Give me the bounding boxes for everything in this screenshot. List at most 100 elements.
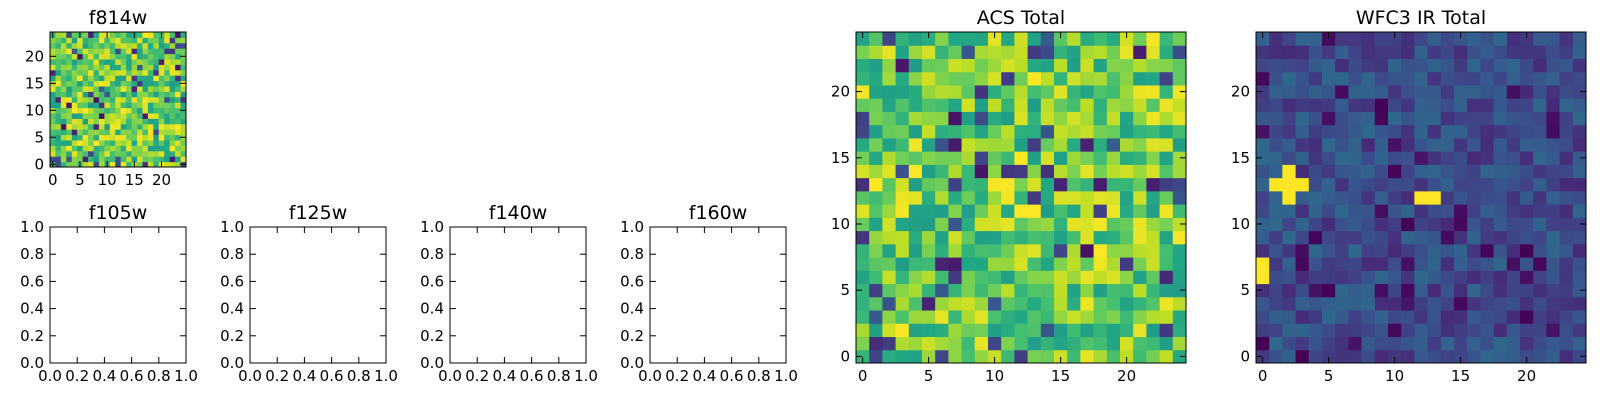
heatmap-cell (1269, 84, 1283, 99)
heatmap-cell (1322, 45, 1336, 59)
heatmap-cell (164, 32, 171, 38)
heatmap-cell (147, 107, 154, 114)
heatmap-cell (1282, 84, 1297, 99)
heatmap-cell (60, 86, 67, 92)
heatmap-cell (55, 150, 62, 157)
heatmap-cell (1027, 151, 1042, 165)
heatmap-cell (935, 323, 949, 338)
heatmap-cell (1295, 124, 1310, 139)
heatmap-cell (77, 123, 84, 130)
x-tick-label: 0.0 (238, 367, 262, 385)
heatmap-cell (1348, 217, 1363, 232)
heatmap-cell (1559, 257, 1574, 271)
heatmap-cell (1493, 243, 1508, 258)
heatmap-cell (1014, 177, 1029, 192)
heatmap-cell (98, 134, 105, 141)
heatmap-cell (1348, 230, 1363, 245)
heatmap-cell (1506, 190, 1521, 205)
heatmap-cell (1146, 84, 1161, 99)
heatmap-cell (109, 75, 116, 82)
heatmap-cell (93, 134, 100, 141)
heatmap-cell (158, 53, 165, 60)
heatmap-cell (1256, 137, 1270, 152)
heatmap-cell (908, 111, 923, 126)
heatmap-cell (1480, 230, 1495, 245)
heatmap-cell (1067, 190, 1081, 205)
heatmap-cell (988, 151, 1002, 165)
heatmap-cell (55, 140, 62, 146)
heatmap-cell (109, 91, 116, 98)
heatmap-cell (1014, 151, 1029, 165)
heatmap-cell (1093, 177, 1108, 192)
y-tick-label: 20 (1231, 83, 1250, 101)
heatmap-cell (895, 336, 910, 351)
heatmap-cell (1414, 151, 1429, 165)
heatmap-cell (882, 336, 897, 351)
heatmap-cell (1080, 217, 1095, 232)
heatmap-cell (1106, 310, 1121, 324)
heatmap-cell (1269, 124, 1283, 139)
heatmap-cell (1454, 151, 1468, 165)
heatmap-cell (974, 323, 989, 338)
heatmap-cell (77, 129, 84, 136)
heatmap-cell (1106, 270, 1121, 285)
heatmap-cell (1454, 283, 1468, 298)
heatmap-cell (948, 137, 963, 152)
heatmap-cell (66, 59, 73, 65)
heatmap-cell (1093, 270, 1108, 285)
heatmap-cell (1106, 349, 1121, 364)
heatmap-cell (158, 107, 165, 114)
heatmap-cell (153, 107, 160, 114)
heatmap-cell (147, 129, 154, 136)
heatmap-cell (869, 98, 883, 112)
heatmap-cell (856, 151, 870, 165)
heatmap-cell (66, 86, 73, 92)
heatmap-cell (961, 257, 976, 271)
heatmap-cell (1040, 164, 1055, 179)
heatmap-cell (1388, 323, 1402, 338)
heatmap-cell (856, 98, 870, 112)
heatmap-cell (856, 257, 870, 271)
heatmap-cell (1493, 111, 1508, 126)
heatmap-cell (175, 80, 182, 87)
heatmap-cell (126, 102, 133, 109)
heatmap-cell (88, 32, 95, 38)
heatmap-cell (1322, 71, 1336, 86)
heatmap-cell (175, 140, 182, 146)
heatmap-cell (1133, 151, 1147, 165)
heatmap-cell (71, 69, 78, 76)
heatmap-cell (142, 86, 149, 92)
heatmap-cell (922, 204, 936, 218)
heatmap-cell (882, 270, 897, 285)
heatmap-cell (1159, 296, 1174, 311)
heatmap-cell (1308, 310, 1323, 324)
heatmap-cell (1093, 151, 1108, 165)
heatmap-cell (1572, 164, 1587, 179)
heatmap-cell (908, 323, 923, 338)
heatmap-cell (922, 58, 936, 73)
heatmap-cell (908, 190, 923, 205)
heatmap-cell (948, 323, 963, 338)
heatmap-cell (1361, 151, 1376, 165)
heatmap-cell (1282, 71, 1297, 86)
heatmap-cell (1414, 243, 1429, 258)
heatmap-cell (169, 123, 176, 130)
heatmap-cell (131, 53, 138, 60)
heatmap-cell (1388, 151, 1402, 165)
heatmap-cell (908, 58, 923, 73)
heatmap-cell (1133, 111, 1147, 126)
heatmap-cell (1454, 217, 1468, 232)
heatmap-cell (895, 137, 910, 152)
heatmap-cell (137, 32, 143, 38)
heatmap-cell (60, 80, 67, 87)
heatmap-cell (1520, 243, 1534, 258)
heatmap-cell (869, 137, 883, 152)
heatmap-cell (1546, 336, 1561, 351)
heatmap-cell (147, 140, 154, 146)
heatmap-cell (1159, 137, 1174, 152)
heatmap-cell (180, 37, 187, 44)
heatmap-cell (1256, 58, 1270, 73)
heatmap-cell (1335, 204, 1349, 218)
heatmap-cell (1133, 190, 1147, 205)
x-tick-label: 0 (1258, 367, 1268, 385)
